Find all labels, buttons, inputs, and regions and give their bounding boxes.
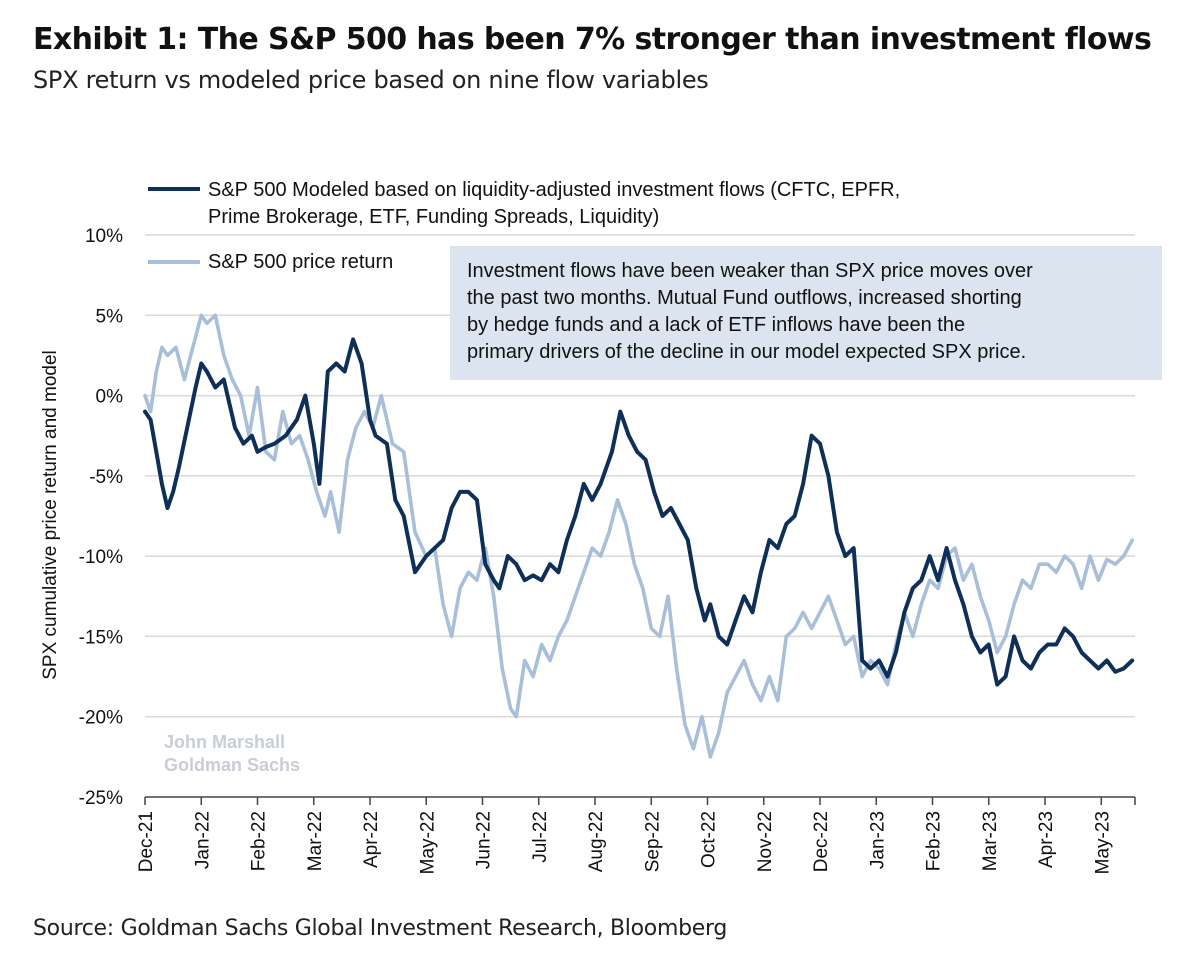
series-line-price — [143, 313, 1134, 759]
line-chart: 10% 5% 0% -5% -10% -15% -20% -25% Dec-21 Jan-22 F… — [40, 179, 1162, 874]
chart-title: Exhibit 1: The S&P 500 has been 7% stron… — [33, 22, 1152, 57]
series-line-modeled — [143, 337, 1135, 687]
x-axis: Dec-21 Jan-22 Feb-22 Mar-22 Apr-22 May-22 Jun-… — [136, 796, 1136, 874]
x-tick-label: Nov-22 — [755, 811, 776, 872]
watermark: John Marshall Goldman Sachs — [164, 732, 300, 775]
x-tick-label: Jan-22 — [192, 811, 213, 869]
chart-subtitle: SPX return vs modeled price based on nin… — [33, 66, 709, 94]
x-tick-label: Apr-22 — [361, 811, 382, 868]
legend-label-modeled-line-2: Prime Brokerage, ETF, Funding Spreads, L… — [208, 206, 659, 228]
x-tick-label: Mar-23 — [980, 811, 1001, 871]
y-tick-label: -25% — [79, 788, 123, 809]
y-tick-label: -20% — [79, 708, 123, 729]
y-tick-label: 0% — [96, 387, 124, 408]
series-lines — [143, 313, 1135, 759]
x-tick-label: Oct-22 — [699, 811, 720, 868]
x-tick-label: Jan-23 — [867, 811, 888, 869]
y-tick-label: -15% — [79, 627, 123, 648]
watermark-line-1: John Marshall — [164, 732, 285, 752]
annotation-background — [450, 246, 1162, 380]
x-tick-label: Dec-21 — [136, 811, 157, 872]
annotation-line-1: Investment flows have been weaker than S… — [467, 260, 1033, 282]
x-tick-label: Aug-22 — [586, 811, 607, 872]
x-tick-label: Mar-22 — [305, 811, 326, 871]
y-axis-label: SPX cumulative price return and model — [40, 350, 61, 680]
y-tick-label: 5% — [96, 306, 124, 327]
legend-label-modeled-line-1: S&P 500 Modeled based on liquidity-adjus… — [208, 179, 900, 201]
legend: S&P 500 Modeled based on liquidity-adjus… — [148, 179, 900, 273]
x-tick-label: Sep-22 — [642, 811, 663, 872]
annotation-line-3: by hedge funds and a lack of ETF inflows… — [467, 314, 965, 336]
x-tick-label: Jul-22 — [530, 811, 551, 863]
annotation-line-4: primary drivers of the decline in our mo… — [467, 341, 1026, 363]
source-note: Source: Goldman Sachs Global Investment … — [33, 916, 727, 941]
annotation-box: Investment flows have been weaker than S… — [450, 246, 1162, 380]
legend-label-price: S&P 500 price return — [208, 251, 393, 273]
x-tick-label: Feb-22 — [249, 811, 270, 871]
y-tick-label: -5% — [89, 467, 123, 488]
y-axis-ticks: 10% 5% 0% -5% -10% -15% -20% -25% — [79, 226, 123, 809]
x-tick-label: May-22 — [417, 811, 438, 874]
x-tick-label: Dec-22 — [811, 811, 832, 872]
annotation-line-2: the past two months. Mutual Fund outflow… — [467, 287, 1022, 309]
x-tick-label: Apr-23 — [1036, 811, 1057, 868]
x-tick-label: May-23 — [1092, 811, 1113, 874]
y-tick-label: -10% — [79, 547, 123, 568]
y-tick-label: 10% — [85, 226, 123, 247]
x-tick-label: Jun-22 — [474, 811, 495, 869]
watermark-line-2: Goldman Sachs — [164, 755, 300, 775]
x-tick-label: Feb-23 — [924, 811, 945, 871]
